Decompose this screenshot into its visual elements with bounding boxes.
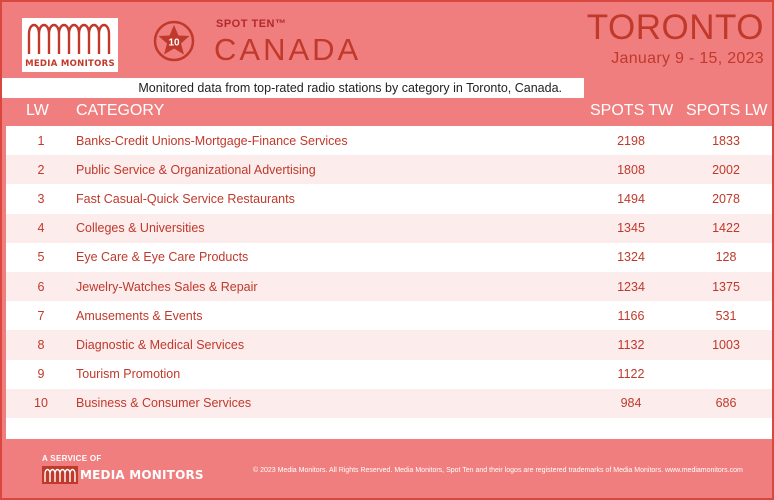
rank-cell: 3 [37, 191, 45, 206]
rank-cell: 2 [37, 162, 45, 177]
subtitle: Monitored data from top-rated radio stat… [2, 78, 584, 98]
spots-lw-cell: 1422 [712, 221, 740, 236]
table-header: LW CATEGORY SPOTS TW SPOTS LW [6, 98, 772, 126]
column-header-category: CATEGORY [76, 102, 165, 119]
spots-lw-cell: 2002 [712, 162, 740, 177]
spots-lw-cell: 1003 [712, 337, 740, 352]
footer-media-monitors-logo: MEDIA MONITORS [42, 466, 208, 486]
spots-tw-cell: 1132 [617, 337, 645, 352]
copyright-notice: © 2023 Media Monitors. All Rights Reserv… [253, 467, 743, 474]
category-cell: Banks-Credit Unions-Mortgage-Finance Ser… [76, 133, 348, 148]
rank-cell: 8 [37, 337, 45, 352]
category-cell: Public Service & Organizational Advertis… [76, 162, 316, 177]
service-label: A SERVICE OF [42, 454, 102, 463]
column-header-spots-lw: SPOTS LW [686, 102, 768, 119]
spots-lw-cell: 128 [715, 250, 737, 265]
spots-tw-cell: 1808 [617, 162, 645, 177]
rank-cell: 4 [37, 221, 45, 236]
column-header-spots-tw: SPOTS TW [590, 102, 674, 119]
city-title: TORONTO [586, 8, 764, 47]
spots-tw-cell: 984 [620, 396, 642, 411]
spots-tw-cell: 1494 [617, 191, 645, 206]
spots-lw-cell: 2078 [712, 191, 740, 206]
spots-lw-cell: 686 [715, 396, 737, 411]
media-monitors-logo: MEDIA MONITORS [22, 18, 118, 72]
footer-logo-text: MEDIA MONITORS [80, 468, 204, 482]
category-cell: Diagnostic & Medical Services [76, 337, 245, 352]
table-row: 6 Jewelry-Watches Sales & Repair 1234 13… [6, 272, 772, 302]
category-cell: Eye Care & Eye Care Products [76, 250, 249, 265]
table-row: 5 Eye Care & Eye Care Products 1324 128 [6, 243, 772, 272]
category-cell: Jewelry-Watches Sales & Repair [76, 279, 258, 294]
spots-tw-cell: 1166 [617, 308, 645, 323]
spots-tw-cell: 1324 [617, 250, 645, 265]
logo-text: MEDIA MONITORS [25, 59, 115, 69]
rank-cell: 9 [37, 367, 45, 382]
table-row: 8 Diagnostic & Medical Services 1132 100… [6, 330, 772, 360]
spots-lw-cell: 1833 [712, 133, 740, 148]
table-body: 1 Banks-Credit Unions-Mortgage-Finance S… [6, 126, 772, 439]
table-row: 1 Banks-Credit Unions-Mortgage-Finance S… [6, 126, 772, 155]
category-cell: Business & Consumer Services [76, 396, 252, 411]
country-title: CANADA [214, 32, 362, 67]
category-cell: Fast Casual-Quick Service Restaurants [76, 191, 295, 206]
waveform-logo-icon [27, 23, 111, 54]
rank-cell: 5 [37, 250, 45, 265]
badge-number: 10 [168, 38, 180, 49]
category-cell: Amusements & Events [76, 308, 203, 323]
spots-lw-cell: 1375 [712, 279, 740, 294]
rank-cell: 7 [37, 308, 45, 323]
category-cell: Tourism Promotion [76, 367, 181, 382]
category-cell: Colleges & Universities [76, 221, 205, 236]
table-row: 7 Amusements & Events 1166 531 [6, 301, 772, 330]
spot-ten-label: SPOT TEN™ [216, 18, 287, 30]
spots-lw-cell: 531 [715, 308, 737, 323]
spot-ten-star-icon: 10 [153, 20, 195, 62]
footer-waveform-icon [42, 466, 78, 484]
rank-cell: 6 [37, 279, 45, 294]
table-row: 9 Tourism Promotion 1122 [6, 360, 772, 389]
spots-tw-cell: 1122 [617, 367, 645, 382]
spots-tw-cell: 1345 [617, 221, 645, 236]
table-row: 4 Colleges & Universities 1345 1422 [6, 213, 772, 243]
table-row: 3 Fast Casual-Quick Service Restaurants … [6, 184, 772, 213]
rank-cell: 1 [37, 133, 45, 148]
table-row: 2 Public Service & Organizational Advert… [6, 155, 772, 185]
column-header-lw: LW [26, 102, 49, 119]
spots-tw-cell: 2198 [617, 133, 645, 148]
table-row: 10 Business & Consumer Services 984 686 [6, 388, 772, 418]
date-range: January 9 - 15, 2023 [611, 50, 764, 67]
spots-tw-cell: 1234 [617, 279, 645, 294]
rank-cell: 10 [34, 396, 48, 411]
